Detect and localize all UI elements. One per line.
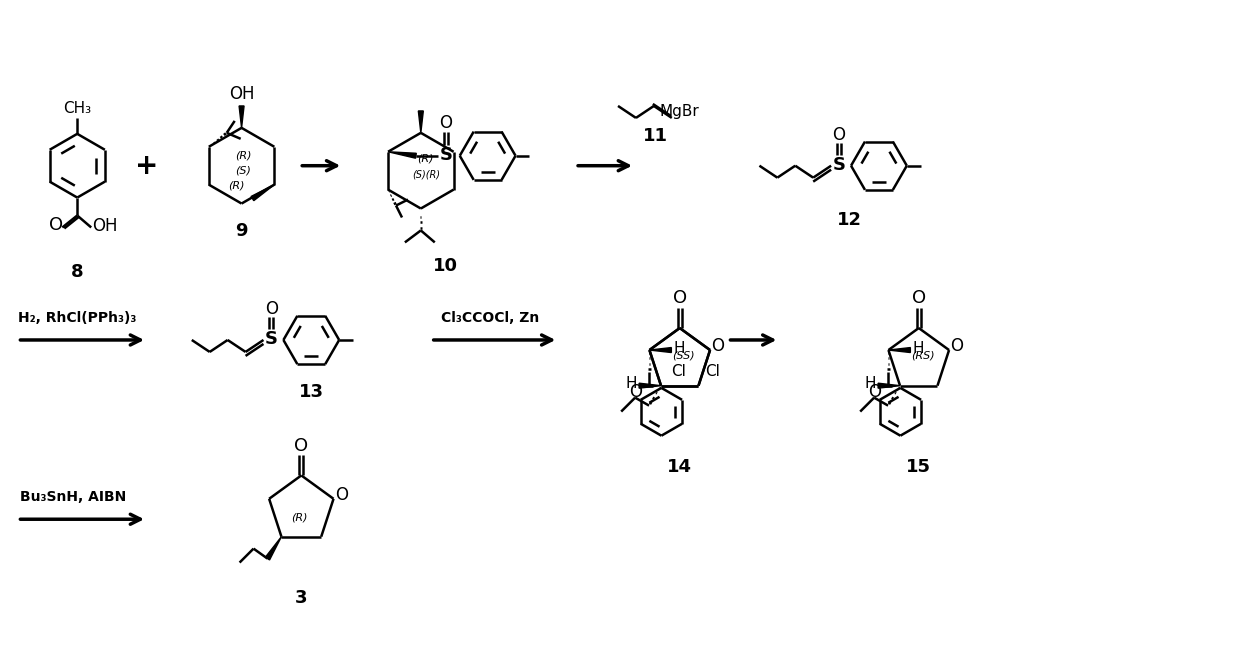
Text: S: S — [832, 155, 846, 174]
Text: 15: 15 — [906, 458, 931, 476]
Text: (RS): (RS) — [911, 351, 935, 361]
Text: O: O — [868, 383, 880, 401]
Text: (R): (R) — [291, 513, 308, 522]
Text: O: O — [951, 337, 963, 355]
Polygon shape — [418, 111, 423, 133]
Text: (S): (S) — [236, 165, 252, 176]
Polygon shape — [888, 348, 910, 352]
Text: S: S — [439, 146, 453, 163]
Text: Bu₃SnH, AIBN: Bu₃SnH, AIBN — [21, 490, 126, 505]
Text: +: + — [135, 151, 159, 180]
Text: H: H — [625, 376, 637, 391]
Text: O: O — [50, 216, 63, 234]
Text: O: O — [265, 300, 278, 318]
Text: O: O — [335, 486, 348, 504]
Text: S: S — [265, 330, 278, 348]
Text: O: O — [911, 289, 926, 307]
Polygon shape — [239, 106, 244, 128]
Text: H: H — [864, 376, 875, 391]
Polygon shape — [639, 383, 661, 388]
Text: H: H — [913, 340, 924, 356]
Polygon shape — [388, 152, 417, 158]
Text: (R): (R) — [418, 153, 434, 163]
Text: Cl: Cl — [671, 364, 686, 379]
Text: O: O — [629, 383, 642, 401]
Text: 8: 8 — [71, 263, 83, 281]
Text: 3: 3 — [295, 590, 308, 608]
Polygon shape — [650, 348, 671, 352]
Text: H: H — [673, 340, 684, 356]
Text: O: O — [672, 289, 687, 307]
Text: CH₃: CH₃ — [63, 101, 92, 117]
Polygon shape — [265, 537, 281, 560]
Text: (R): (R) — [236, 151, 252, 161]
Text: H₂, RhCl(PPh₃)₃: H₂, RhCl(PPh₃)₃ — [17, 311, 136, 325]
Text: OH: OH — [229, 85, 254, 103]
Text: OH: OH — [93, 218, 118, 235]
Text: 13: 13 — [299, 383, 324, 401]
Text: Cl₃CCOCl, Zn: Cl₃CCOCl, Zn — [441, 311, 539, 325]
Text: (R): (R) — [228, 181, 244, 191]
Text: MgBr: MgBr — [660, 105, 699, 119]
Text: 9: 9 — [236, 222, 248, 241]
Text: O: O — [832, 126, 846, 144]
Polygon shape — [252, 185, 274, 201]
Text: O: O — [439, 114, 453, 132]
Text: 12: 12 — [837, 212, 862, 230]
Text: O: O — [712, 337, 724, 355]
Text: O: O — [294, 437, 309, 454]
Text: 11: 11 — [644, 127, 668, 145]
Text: 10: 10 — [433, 257, 459, 275]
Polygon shape — [878, 383, 900, 388]
Text: (S)(R): (S)(R) — [412, 170, 440, 180]
Text: 14: 14 — [667, 458, 692, 476]
Text: Cl: Cl — [706, 364, 720, 379]
Text: (SS): (SS) — [672, 351, 696, 361]
